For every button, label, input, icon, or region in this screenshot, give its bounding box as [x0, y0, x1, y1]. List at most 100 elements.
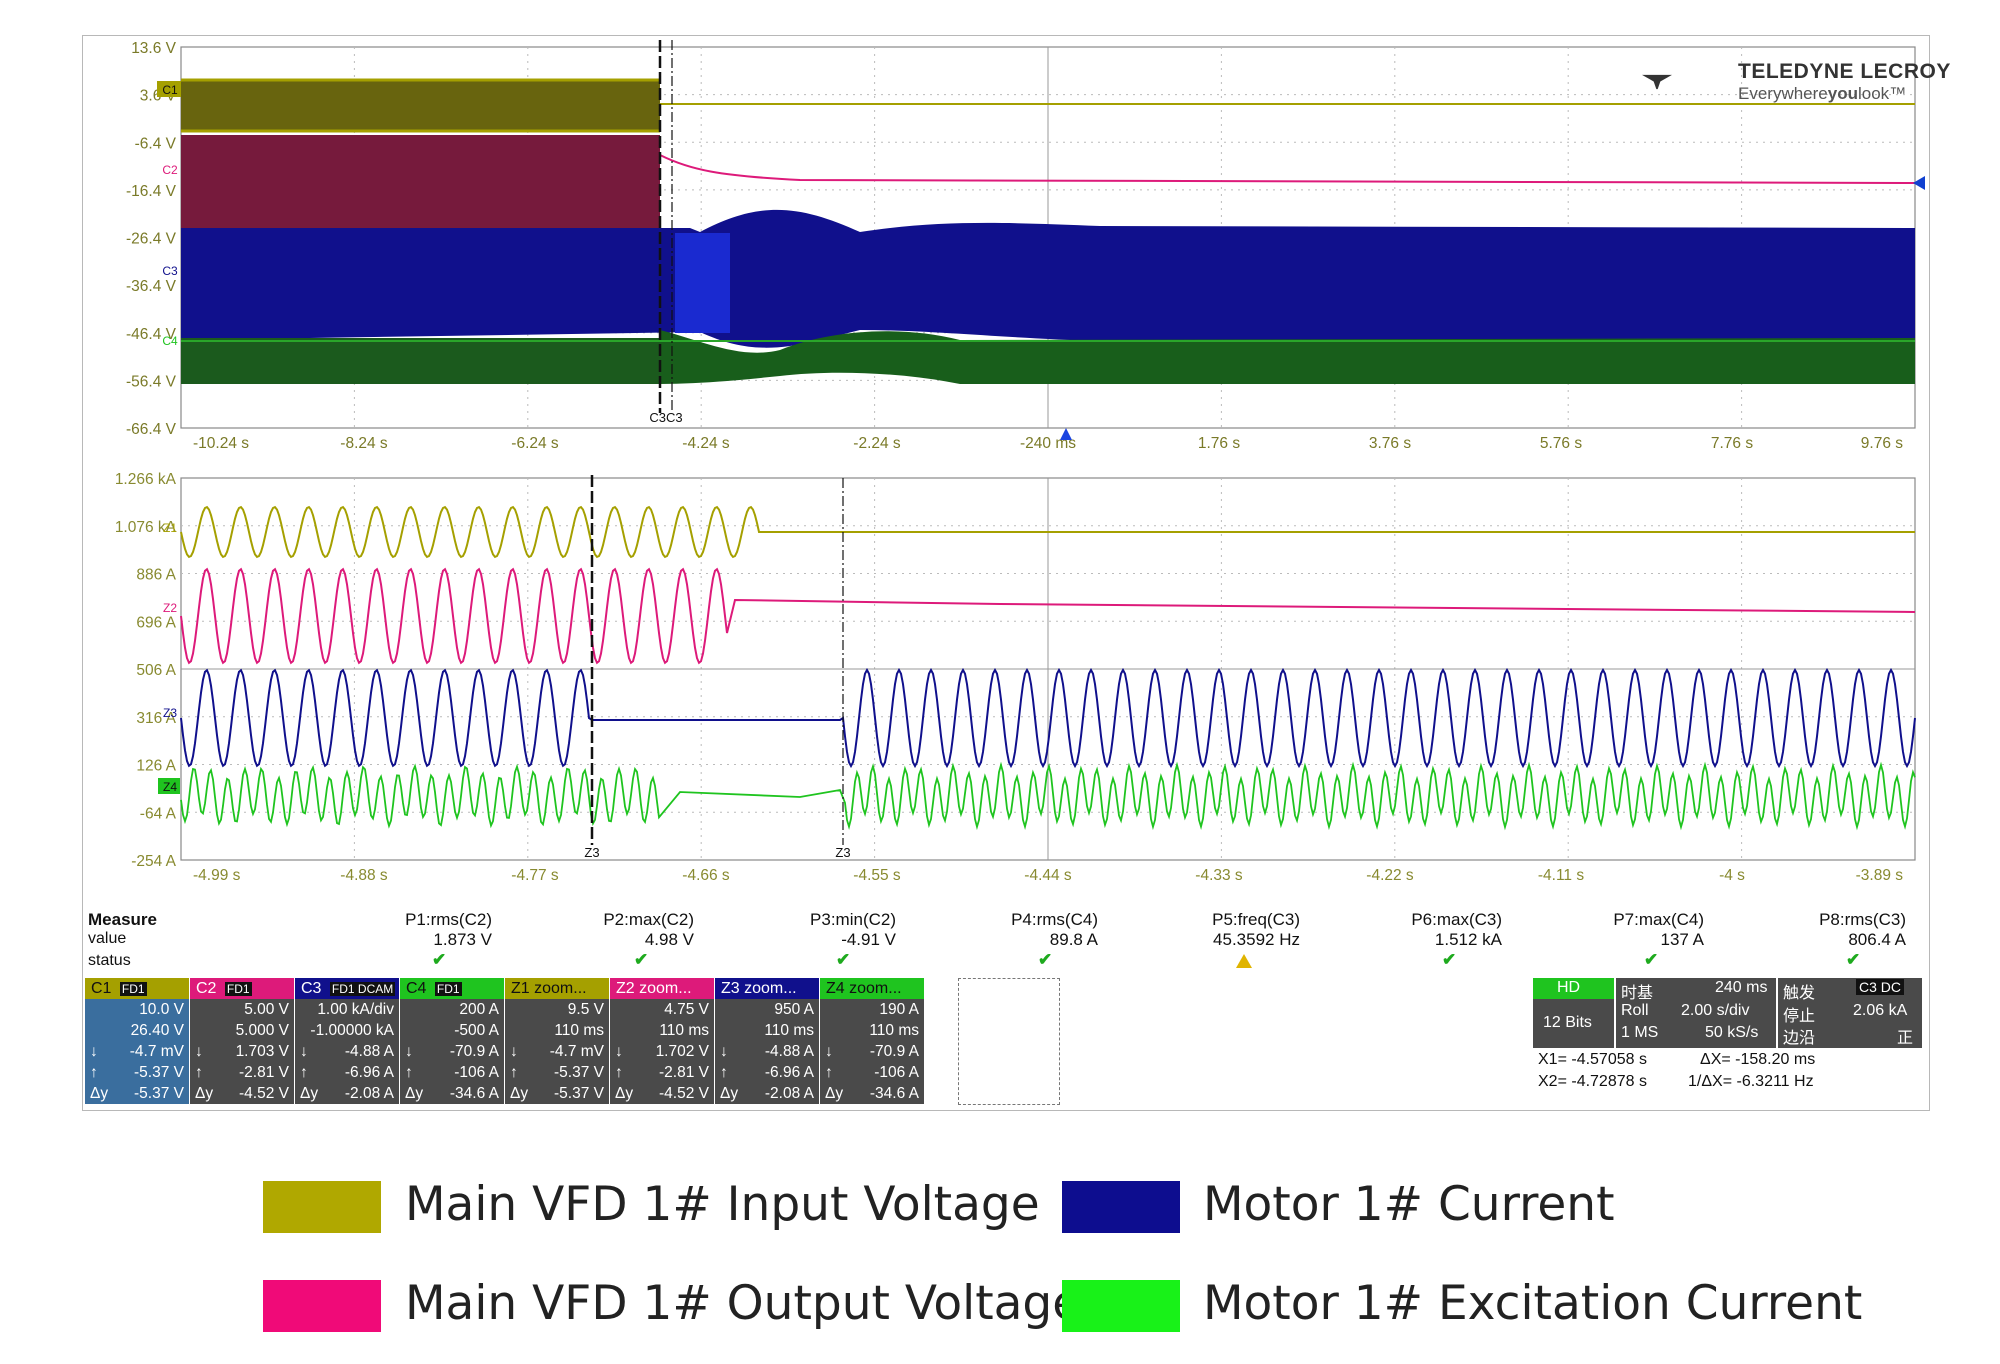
trigger-slope: 正: [1897, 1030, 1914, 1047]
channel-value: 110 ms: [764, 1022, 814, 1039]
hd-badge: HD: [1557, 979, 1581, 996]
bottom-x-tick-label: -3.89 s: [1856, 867, 1904, 884]
channel-descriptor-c4[interactable]: C4 FD1 200 A -500 A ↓ -70.9 A ↑ -106 A Δy -34.6 …: [400, 978, 504, 1104]
timebase-title: 时基: [1621, 985, 1654, 1002]
legend-label-input-voltage: Main VFD 1# Input Voltage: [405, 1177, 1040, 1232]
top-x-tick-label: 9.76 s: [1861, 435, 1903, 452]
measure-param[interactable]: P2:max(C2): [603, 910, 694, 929]
trigger-level: 2.06 kA: [1853, 1002, 1908, 1019]
bottom-zoom-tag: Z2: [163, 601, 177, 615]
legend-label-excitation-current: Motor 1# Excitation Current: [1203, 1276, 1863, 1331]
channel-value: ↑ -6.96 A: [720, 1064, 814, 1081]
teledyne-logo-icon: [1642, 74, 1672, 90]
z1-trace: [180, 505, 1915, 559]
trigger-title: 触发: [1783, 985, 1816, 1002]
channel-badge: FD1 DCAM: [329, 982, 396, 996]
time-per-div: 2.00 s/div: [1681, 1002, 1750, 1019]
channel-value: ↓ -4.88 A: [720, 1043, 814, 1060]
channel-value: ↑ -2.81 V: [195, 1064, 289, 1081]
timebase-panel[interactable]: HD 12 Bits 时基 240 ms Roll 2.00 s/div 1 M…: [1533, 978, 1923, 1048]
cursor-x1: X1= -4.57058 s: [1538, 1051, 1647, 1068]
channel-descriptor-c3[interactable]: C3 FD1 DCAM 1.00 kA/div -1.00000 kA ↓ -4.88 …: [295, 978, 399, 1104]
bottom-x-tick-label: -4.77 s: [511, 867, 559, 884]
cursor-dx: ΔX= -158.20 ms: [1700, 1051, 1816, 1068]
measure-param[interactable]: P7:max(C4): [1613, 910, 1704, 929]
channel-header: C1 FD1: [85, 978, 189, 999]
channel-value: 10.0 V: [139, 1001, 184, 1018]
bottom-y-tick-label: 126 A: [136, 758, 176, 775]
channel-badge: FD1: [119, 982, 147, 996]
channel-descriptor-c1[interactable]: C1 FD1 10.0 V 26.40 V ↓ -4.7 mV ↑ -5.37 V Δy -5.…: [85, 978, 189, 1104]
bottom-cursor-label: Z3: [584, 845, 599, 860]
c3-trace: [181, 209, 1915, 348]
top-x-tick-label: 1.76 s: [1198, 435, 1240, 452]
measure-param[interactable]: P8:rms(C3): [1819, 910, 1906, 929]
measure-value: 4.98 V: [644, 930, 694, 949]
bottom-y-tick-label: 506 A: [136, 662, 176, 679]
measure-value: 89.8 A: [1049, 930, 1098, 949]
bottom-x-tick-label: -4.44 s: [1024, 867, 1072, 884]
bottom-y-tick-label: 1.076 kA: [115, 519, 177, 536]
legend-label-motor-current: Motor 1# Current: [1203, 1177, 1615, 1232]
acq-mode: Roll: [1621, 1002, 1649, 1019]
measure-param[interactable]: P3:min(C2): [810, 910, 896, 929]
status-ok-icon: ✔: [634, 950, 649, 969]
channel-descriptor-z3[interactable]: Z3 zoom... 950 A 110 ms ↓ -4.88 A ↑ -6.96 A Δy -…: [715, 978, 819, 1104]
memory-depth: 1 MS: [1621, 1024, 1659, 1041]
top-x-tick-label: -8.24 s: [340, 435, 388, 452]
channel-value: 110 ms: [869, 1022, 919, 1039]
bottom-zoom-tag: Z4: [163, 780, 177, 794]
top-x-tick-label: 5.76 s: [1540, 435, 1582, 452]
channel-header: C3 FD1 DCAM: [295, 978, 399, 999]
channel-descriptor-c2[interactable]: C2 FD1 5.00 V 5.000 V ↓ 1.703 V ↑ -2.81 V Δy -4.…: [190, 978, 294, 1104]
measure-param[interactable]: P4:rms(C4): [1011, 910, 1098, 929]
cursor-inv-dx: 1/ΔX= -6.3211 Hz: [1688, 1073, 1814, 1090]
channel-badge: FD1: [434, 982, 462, 996]
channel-value: ↓ -4.7 mV: [90, 1043, 184, 1060]
channel-value: Δy -4.52 V: [615, 1085, 709, 1102]
channel-descriptor-z4[interactable]: Z4 zoom... 190 A 110 ms ↓ -70.9 A ↑ -106 A Δy -3…: [820, 978, 924, 1104]
measure-param[interactable]: P5:freq(C3): [1212, 910, 1300, 929]
bottom-y-tick-label: -64 A: [140, 805, 177, 822]
channel-header: Z1 zoom...: [505, 978, 609, 999]
top-channel-tag: C1: [162, 83, 178, 97]
measure-param[interactable]: P6:max(C3): [1411, 910, 1502, 929]
channel-value: 9.5 V: [567, 1001, 604, 1018]
channel-value: Δy -2.08 A: [720, 1085, 814, 1102]
channel-descriptor-z2[interactable]: Z2 zoom... 4.75 V 110 ms ↓ 1.702 V ↑ -2.81 V Δy…: [610, 978, 714, 1104]
channel-descriptor-z1[interactable]: Z1 zoom... 9.5 V 110 ms ↓ -4.7 mV ↑ -5.37 V Δy -…: [505, 978, 609, 1104]
top-x-tick-label: -2.24 s: [853, 435, 901, 452]
channel-value: 4.75 V: [664, 1001, 709, 1018]
z4-trace: [180, 761, 1916, 831]
channel-value: ↓ -4.88 A: [300, 1043, 394, 1060]
measure-value: 137 A: [1660, 930, 1705, 949]
channel-value: Δy -2.08 A: [300, 1085, 394, 1102]
c2-trace-band: [181, 135, 660, 228]
top-y-tick-label: -56.4 V: [126, 373, 177, 390]
bottom-x-tick-label: -4.66 s: [682, 867, 730, 884]
channel-header: Z3 zoom...: [715, 978, 819, 999]
legend-swatch-output-voltage: [263, 1280, 381, 1332]
status-ok-icon: ✔: [1038, 950, 1053, 969]
channel-value: ↓ -70.9 A: [405, 1043, 499, 1060]
empty-slot[interactable]: [958, 978, 1060, 1105]
bottom-y-tick-label: -254 A: [131, 853, 176, 870]
top-y-tick-label: -66.4 V: [126, 421, 177, 438]
status-ok-icon: ✔: [1644, 950, 1659, 969]
bits-label: 12 Bits: [1543, 1014, 1592, 1031]
top-traces: C3C3 C1 C2 C3 C4: [157, 40, 1925, 440]
channel-value: -500 A: [454, 1022, 499, 1039]
bottom-cursor-label: Z3: [835, 845, 850, 860]
c1-trace-band: [181, 79, 660, 132]
bottom-y-tick-label: 1.266 kA: [115, 471, 177, 488]
channel-header: C2 FD1: [190, 978, 294, 999]
measure-param[interactable]: P1:rms(C2): [405, 910, 492, 929]
channel-value: Δy -5.37 V: [510, 1085, 604, 1102]
legend-swatch-input-voltage: [263, 1181, 381, 1233]
bottom-y-tick-label: 696 A: [136, 614, 176, 631]
channel-value: Δy -4.52 V: [195, 1085, 289, 1102]
channel-value: 190 A: [879, 1001, 919, 1018]
measure-value: 806.4 A: [1848, 930, 1906, 949]
z2-trace: [180, 567, 1916, 665]
bottom-x-tick-label: -4 s: [1719, 867, 1745, 884]
